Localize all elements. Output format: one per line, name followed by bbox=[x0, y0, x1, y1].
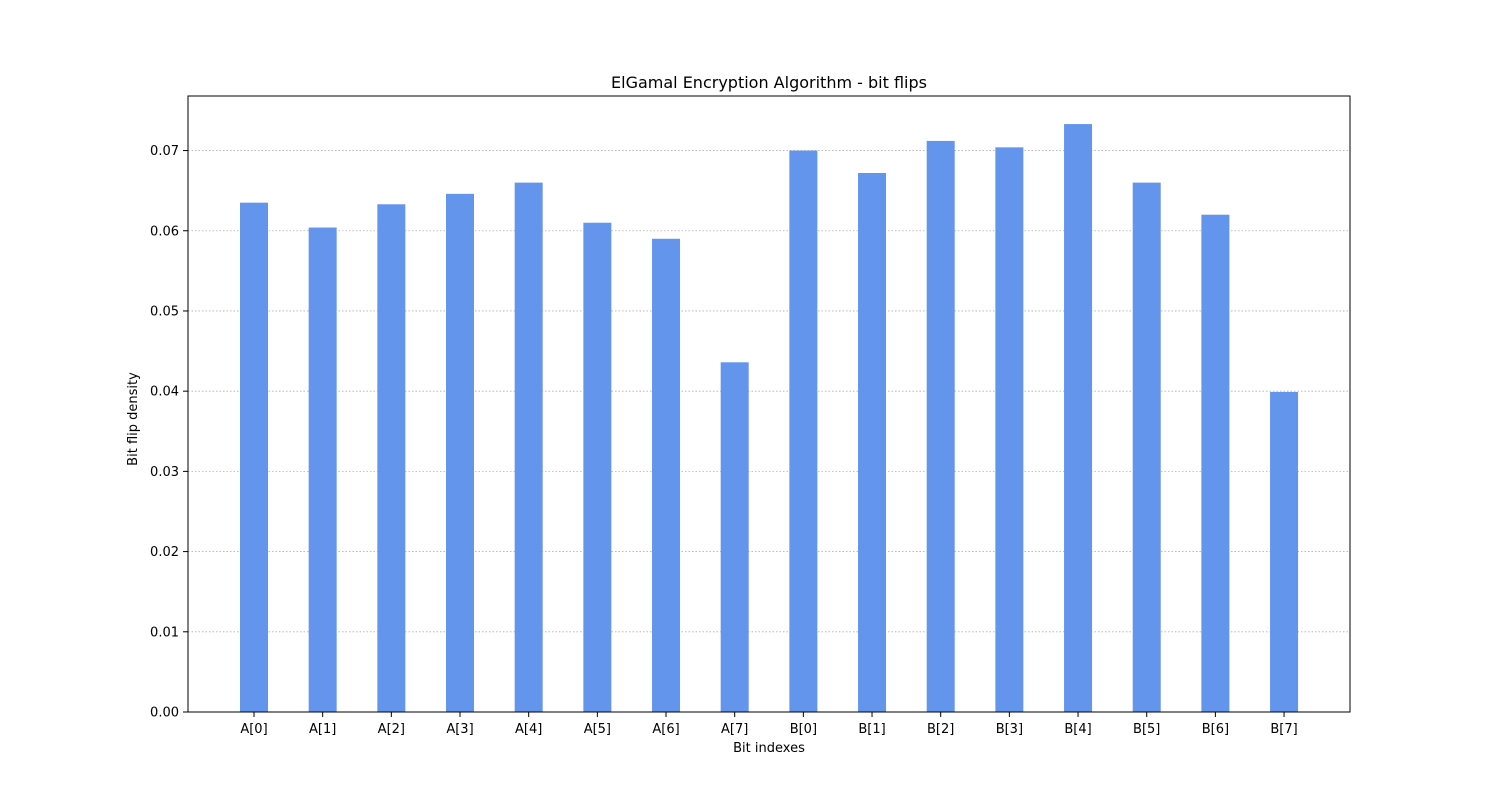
x-tick-label: B[6] bbox=[1202, 722, 1229, 737]
x-tick-label: A[4] bbox=[515, 722, 542, 737]
bar bbox=[446, 193, 475, 712]
bar bbox=[1201, 214, 1230, 713]
bar bbox=[926, 140, 955, 712]
y-tick-label: 0.02 bbox=[150, 545, 179, 560]
x-tick-label: A[2] bbox=[378, 722, 405, 737]
y-axis-ticks: 0.00 0.01 0.02 0.03 0.04 0.05 0.06 0.07 bbox=[150, 144, 188, 721]
x-tick-label: B[2] bbox=[927, 722, 954, 737]
bar bbox=[652, 238, 681, 713]
y-tick-label: 0.01 bbox=[150, 625, 179, 640]
bar bbox=[514, 182, 543, 712]
x-tick-label: A[0] bbox=[240, 722, 267, 737]
plot-frame bbox=[187, 95, 1351, 713]
y-axis-label: Bit flip density bbox=[126, 372, 141, 466]
y-tick-label: 0.04 bbox=[150, 385, 179, 400]
chart-title: ElGamal Encryption Algorithm - bit flips bbox=[611, 73, 927, 92]
bar bbox=[858, 173, 887, 712]
x-tick-label: A[7] bbox=[721, 722, 748, 737]
bar bbox=[1132, 182, 1161, 712]
bar bbox=[789, 150, 818, 712]
x-tick-label: A[5] bbox=[584, 722, 611, 737]
bar bbox=[377, 204, 406, 712]
y-tick-label: 0.07 bbox=[150, 144, 179, 159]
x-tick-label: B[4] bbox=[1064, 722, 1091, 737]
x-tick-label: A[3] bbox=[446, 722, 473, 737]
x-tick-label: A[1] bbox=[309, 722, 336, 737]
grid-lines bbox=[188, 150, 1350, 633]
x-tick-label: B[5] bbox=[1133, 722, 1160, 737]
bar bbox=[308, 227, 337, 712]
y-tick-label: 0.03 bbox=[150, 465, 179, 480]
bars bbox=[240, 124, 1299, 713]
x-tick-label: B[0] bbox=[790, 722, 817, 737]
bar bbox=[1064, 124, 1093, 712]
y-tick-label: 0.05 bbox=[150, 304, 179, 319]
x-tick-label: B[1] bbox=[858, 722, 885, 737]
x-tick-label: B[7] bbox=[1270, 722, 1297, 737]
x-tick-label: A[6] bbox=[652, 722, 679, 737]
y-tick-label: 0.06 bbox=[150, 224, 179, 239]
x-axis-label: Bit indexes bbox=[733, 741, 805, 756]
bar bbox=[240, 202, 268, 713]
bar bbox=[583, 222, 612, 712]
bar bbox=[720, 362, 749, 712]
x-axis-ticks: A[0] A[1] A[2] A[3] A[4] A[5] A[6] A[7] B[0] B[1]… bbox=[240, 712, 1298, 737]
x-tick-label: B[3] bbox=[996, 722, 1023, 737]
bar bbox=[995, 147, 1024, 713]
y-tick-label: 0.00 bbox=[150, 706, 179, 721]
bar bbox=[1270, 391, 1299, 712]
